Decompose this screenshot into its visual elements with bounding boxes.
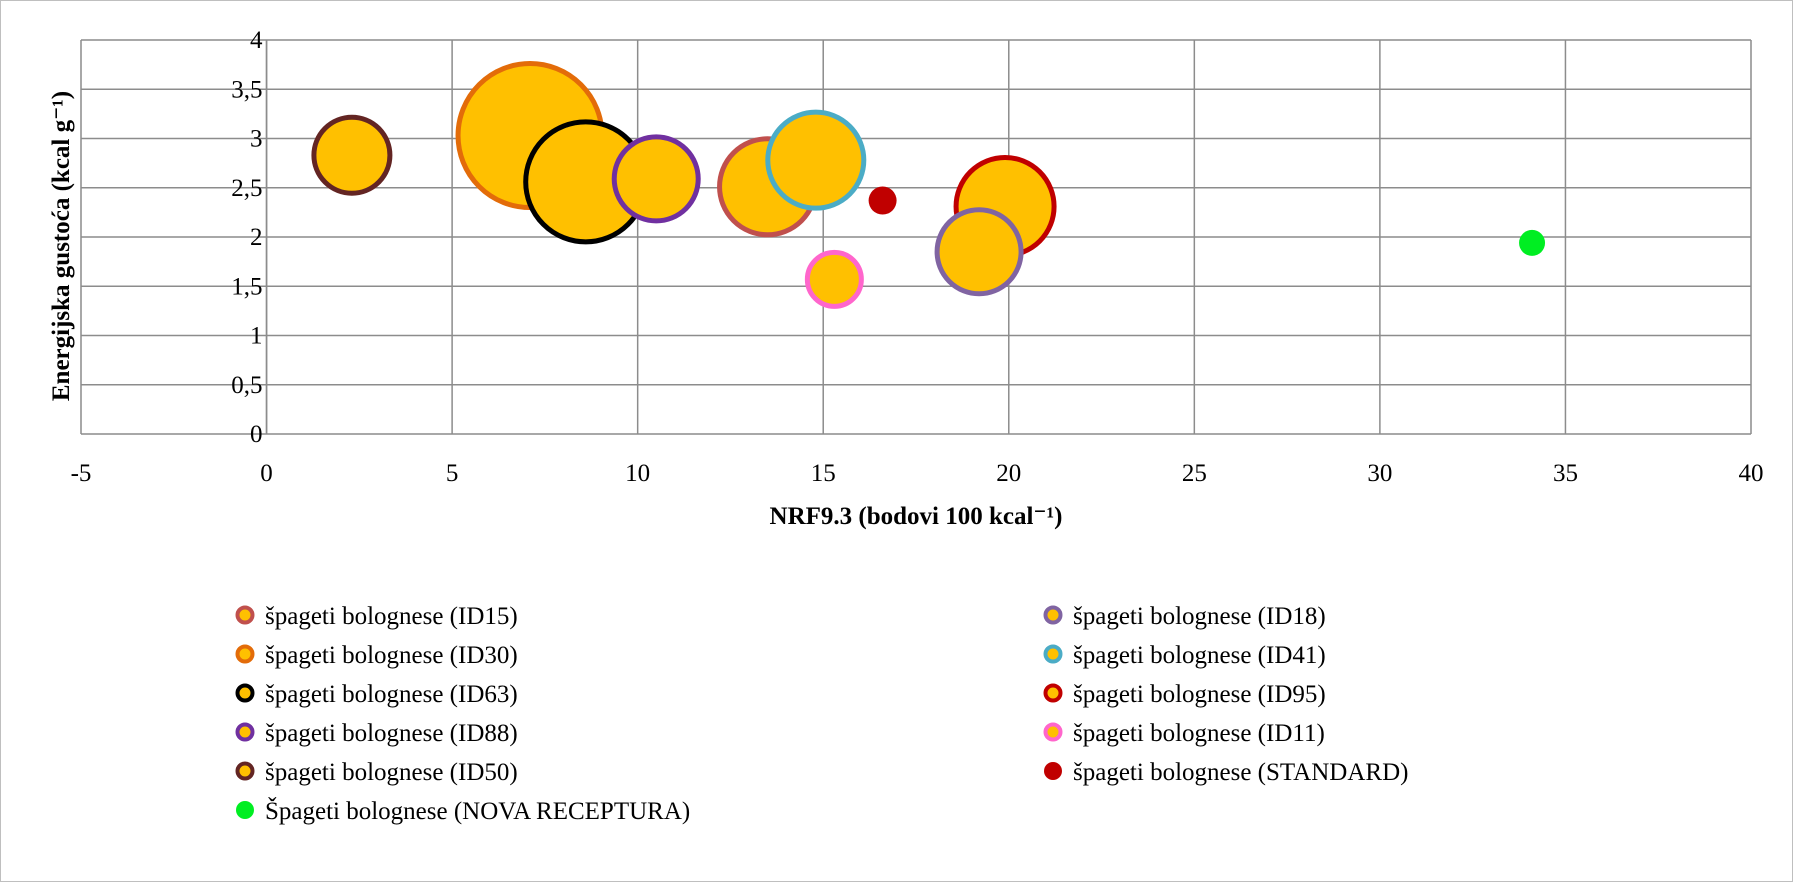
bubble-point [311,114,393,196]
legend-marker [235,683,255,703]
x-tick-label: 35 [1553,460,1578,487]
legend-marker [1043,722,1063,742]
legend: špageti bolognese (ID15) špageti bolognes… [235,603,1408,825]
legend-label: špageti bolognese (ID63) [265,681,518,708]
legend-label: Špageti bolognese (NOVA RECEPTURA) [265,796,690,825]
y-axis-ticks: 0 0,5 1 1,5 2 2,5 3 3,5 4 [231,27,263,448]
legend-label: špageti bolognese (ID88) [265,720,518,747]
y-tick-label: 3 [250,126,263,153]
legend-label: špageti bolognese (ID15) [265,603,518,630]
x-tick-label: 5 [446,460,459,487]
x-tick-label: 15 [811,460,836,487]
y-tick-label: 0,5 [231,372,262,399]
y-tick-label: 1,5 [231,273,262,300]
legend-label: špageti bolognese (ID11) [1073,720,1325,747]
legend-marker [235,722,255,742]
x-tick-label: 30 [1367,460,1392,487]
legend-marker [236,801,254,819]
legend-label: špageti bolognese (ID41) [1073,642,1326,669]
x-tick-label: 0 [260,460,273,487]
x-tick-label: 40 [1739,460,1764,487]
legend-marker [1043,605,1063,625]
bubble-point [611,134,701,224]
legend-marker [1044,762,1062,780]
bubble-point [804,249,864,309]
y-axis-title: Energijska gustoća (kcal g⁻¹) [48,91,75,401]
bubble-point [765,109,867,211]
x-axis-ticks: -5 0 5 10 15 20 25 30 35 40 [71,460,1764,487]
y-tick-label: 2,5 [231,175,262,202]
x-tick-label: -5 [71,460,92,487]
y-tick-label: 3,5 [231,76,262,103]
legend-marker [1043,644,1063,664]
y-tick-label: 4 [250,27,263,54]
legend-label: špageti bolognese (ID95) [1073,681,1326,708]
legend-label: špageti bolognese (ID30) [265,642,518,669]
bubble-point [934,207,1024,297]
y-tick-label: 1 [250,323,263,350]
y-tick-label: 0 [250,421,263,448]
bubble-point [868,186,897,215]
x-tick-label: 20 [996,460,1021,487]
x-tick-label: 10 [625,460,650,487]
legend-marker [1043,683,1063,703]
legend-label: špageti bolognese (ID50) [265,759,518,786]
legend-marker [235,644,255,664]
x-tick-label: 25 [1182,460,1207,487]
y-tick-label: 2 [250,224,263,251]
gridlines [80,39,1752,435]
legend-marker [235,761,255,781]
legend-label: špageti bolognese (ID18) [1073,603,1326,630]
bubble-series [311,61,1546,309]
legend-label: špageti bolognese (STANDARD) [1073,759,1408,786]
bubble-point [1519,229,1546,256]
legend-marker [235,605,255,625]
x-axis-title: NRF9.3 (bodovi 100 kcal⁻¹) [770,503,1063,530]
